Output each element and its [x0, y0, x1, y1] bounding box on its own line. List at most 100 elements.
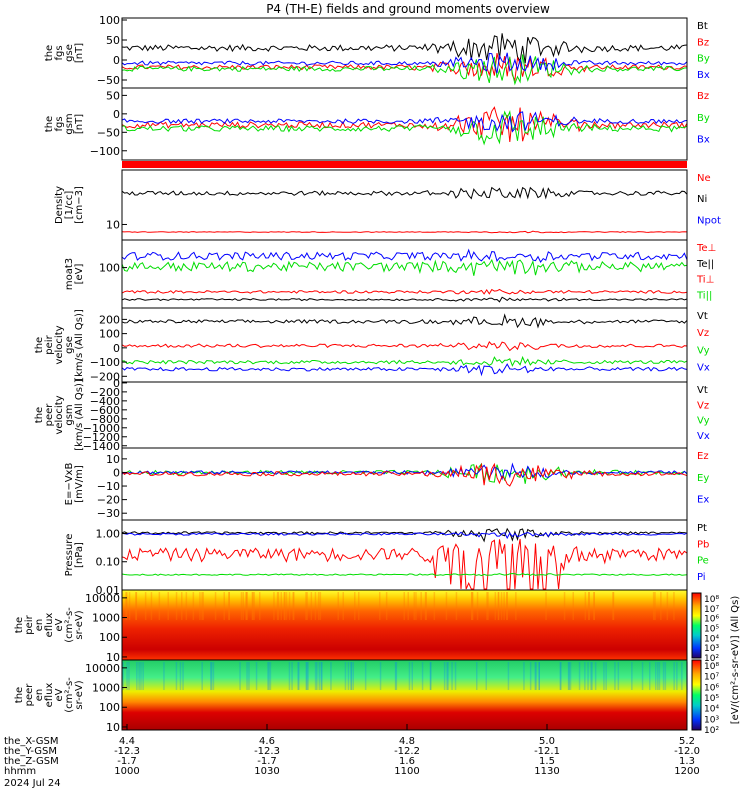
peir-spectrogram-streak: [471, 592, 473, 620]
peer-spectrogram-streak: [591, 662, 593, 690]
pressure-legend-3: Pi: [697, 572, 706, 583]
peer-spectrogram-streak: [201, 662, 203, 690]
peer-spectrogram-streak: [163, 662, 165, 690]
density-series-0: [121, 186, 688, 200]
peir-spectrogram-streak: [500, 592, 503, 620]
peer-spectrogram-streak: [248, 662, 250, 690]
peer-spectrogram-streak: [140, 662, 142, 690]
peer-spectrogram-streak: [421, 662, 424, 690]
colorbar-tick: 10⁵: [704, 694, 719, 704]
peer-spectrogram-streak: [485, 662, 487, 690]
velocity-gse-series-0: [121, 313, 688, 329]
peer-spectrogram-streak: [641, 662, 644, 690]
peir-spectrogram-ylabel: peir: [24, 614, 35, 634]
pressure-series-1: [121, 531, 688, 540]
xtick-x: 4.8: [399, 736, 415, 747]
pressure-ytick-label: 0.10: [96, 556, 121, 569]
peer-spectrogram-streak: [568, 662, 570, 690]
density-legend-1: Ni: [697, 194, 707, 205]
peer-spectrogram-streak: [347, 662, 350, 690]
peer-spectrogram-ytick-label: 10: [106, 721, 120, 734]
temperature-legend-3: Ti||: [696, 290, 712, 301]
xtick-x: 5.2: [679, 736, 695, 747]
temperature-series-1: [121, 258, 688, 276]
peir-spectrogram-streak: [306, 592, 308, 620]
peer-spectrogram-streak: [411, 662, 413, 690]
fgs-gsm-ylabel: fgs: [54, 116, 65, 131]
fgs-gse-ylabel: the: [44, 45, 55, 61]
colorbar-tick: 10⁵: [704, 625, 719, 635]
peir-spectrogram-streak: [515, 592, 517, 620]
peer-spectrogram-streak: [523, 662, 525, 690]
peir-spectrogram-streak: [317, 592, 320, 620]
xtick-t: 1000: [114, 766, 139, 777]
panel-temperature: 100 moat3 [eV] Te⊥ Te|| Ti⊥ Ti||: [64, 239, 716, 309]
peer-spectrogram-streak: [138, 662, 140, 690]
panel-efield: 100−10−20−30 E=−VxB [mV/m] Ez Ey Ex: [64, 447, 709, 521]
temperature-series-3: [121, 296, 688, 303]
temperature-ylabel: [eV]: [74, 264, 85, 285]
peer-spectrogram-streak: [534, 662, 536, 690]
xtick-y: -12.2: [394, 746, 420, 757]
peir-spectrogram-ytick-label: 10: [106, 651, 120, 664]
peer-spectrogram-streak: [246, 662, 248, 690]
peer-spectrogram-streak: [662, 662, 665, 690]
temperature-ytick-label: 100: [99, 262, 120, 275]
peir-spectrogram-streak: [310, 592, 313, 620]
efield-ytick-label: 10: [106, 453, 120, 466]
peer-spectrogram-streak: [288, 662, 291, 690]
peir-spectrogram-streak: [503, 592, 505, 620]
fgs-gsm-series-2: [121, 111, 688, 133]
peir-spectrogram-streak: [506, 592, 508, 620]
colorbar-tick: 10³: [704, 644, 719, 654]
fgs-gse-legend-0: Bt: [697, 21, 708, 32]
peir-spectrogram-streak: [413, 592, 415, 620]
fgs-gsm-frame: [121, 87, 688, 161]
temperature-frame: [121, 239, 688, 309]
peer-spectrogram-ylabel: sr-eV): [74, 680, 85, 709]
peir-spectrogram-streak: [259, 592, 261, 620]
peir-spectrogram-streak: [202, 592, 204, 620]
peir-spectrogram-streak: [425, 592, 427, 620]
peer-spectrogram-streak: [394, 662, 397, 690]
pressure-legend-0: Pt: [697, 523, 707, 534]
peer-spectrogram-streak: [529, 662, 532, 690]
peir-spectrogram-ytick-label: 1000: [92, 612, 120, 625]
fgs-gsm-series-1: [121, 109, 688, 146]
panel-pressure: 1.00 0.10 0.01 Pressure [nPa] Pt Pb Pe Pi: [64, 519, 709, 597]
fgs-gse-ytick-label: 50: [106, 34, 120, 47]
fgs-gse-legend-2: By: [697, 54, 710, 65]
peir-spectrogram-streak: [246, 592, 248, 620]
peer-spectrogram-streak: [350, 662, 352, 690]
peir-spectrogram-streak: [228, 592, 230, 620]
peer-spectrogram-ytick-label: 1000: [92, 682, 120, 695]
fgs-gse-legend-3: Bx: [697, 70, 710, 81]
velocity-gse-series-1: [121, 341, 688, 352]
peer-spectrogram-streak: [560, 662, 562, 690]
peir-spectrogram-streak: [563, 592, 566, 620]
peer-spectrogram-streak: [291, 662, 293, 690]
panel-velocity-gse: 200 1000−100−200 the peir velocity gse [km/s (…: [34, 307, 710, 383]
velocity-gse-ytick-label: −200: [90, 370, 120, 383]
peer-spectrogram-streak: [344, 662, 347, 690]
density-legend-2: Npot: [697, 215, 721, 226]
colorbar-1: [691, 659, 702, 731]
peer-spectrogram-streak: [350, 662, 353, 690]
peir-spectrogram-streak: [593, 592, 595, 620]
velocity-gsm-legend-0: Vt: [697, 385, 708, 396]
peir-spectrogram-streak: [144, 592, 147, 620]
peir-spectrogram-streak: [588, 592, 590, 620]
pressure-legend-1: Pb: [697, 539, 709, 550]
peer-spectrogram-streak: [239, 662, 241, 690]
efield-frame: [121, 447, 688, 521]
peer-spectrogram-streak: [210, 662, 213, 690]
colorbar-tick: 10⁴: [704, 634, 719, 644]
peir-spectrogram-streak: [385, 592, 388, 620]
peer-spectrogram-streak: [268, 662, 270, 690]
peir-spectrogram-streak: [252, 592, 254, 620]
peer-spectrogram-streak: [655, 662, 657, 690]
peir-spectrogram-streak: [379, 592, 381, 620]
peir-spectrogram-streak: [403, 592, 405, 620]
peir-spectrogram-streak: [407, 592, 409, 620]
peir-spectrogram-streak: [273, 592, 275, 620]
